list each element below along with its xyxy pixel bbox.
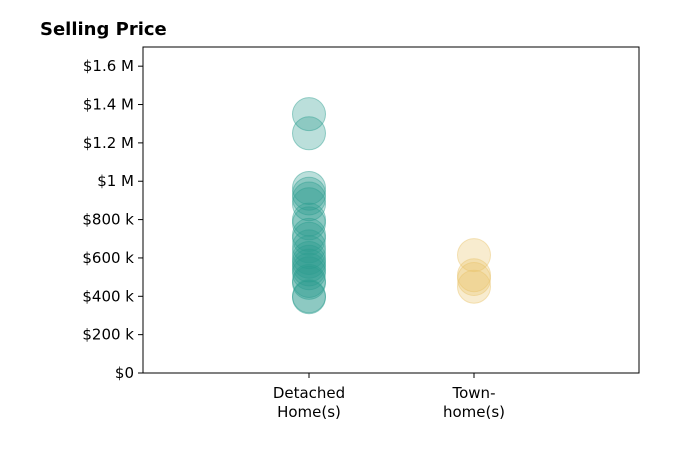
plot-area-frame <box>142 46 640 374</box>
chart-title: Selling Price <box>40 19 167 40</box>
y-tick-label: $1 M <box>97 172 134 190</box>
data-point <box>292 97 326 132</box>
data-point <box>292 221 326 256</box>
data-point <box>292 252 326 287</box>
y-tick-label: $400 k <box>82 287 134 305</box>
data-point <box>457 262 491 297</box>
x-tick-label-line: Town- <box>452 384 496 402</box>
data-point <box>292 187 326 222</box>
data-point <box>292 265 326 300</box>
y-tick-label: $600 k <box>82 249 134 267</box>
data-point <box>292 235 326 270</box>
data-point <box>292 279 326 314</box>
y-tick-label: $1.2 M <box>83 134 134 152</box>
data-point <box>292 176 326 211</box>
x-tick-label: Town-home(s) <box>443 384 505 421</box>
data-point <box>292 256 326 291</box>
x-axis: Detached Home(s) Town-home(s) <box>273 373 505 421</box>
data-point <box>292 263 326 298</box>
data-point <box>292 244 326 279</box>
data-point <box>292 217 326 252</box>
data-point <box>457 269 491 304</box>
data-point <box>292 116 326 151</box>
y-axis: $0 $200 k $400 k $600 k $800 k $1 M $1.2 M $1.4… <box>82 57 143 382</box>
x-tick-label-line: Home(s) <box>277 403 341 421</box>
data-point <box>292 202 326 237</box>
data-point <box>457 238 491 273</box>
y-tick-label: $0 <box>115 364 134 382</box>
data-point <box>292 240 326 275</box>
x-tick-label-line: home(s) <box>443 403 505 421</box>
y-tick-label: $1.4 M <box>83 96 134 114</box>
x-tick-label: Detached Home(s) <box>273 384 345 421</box>
data-point <box>292 181 326 216</box>
data-point <box>292 248 326 283</box>
x-tick-label-line: Detached <box>273 384 345 402</box>
data-point <box>292 280 326 315</box>
data-point <box>292 170 326 205</box>
points-layer <box>292 97 491 315</box>
y-tick-label: $800 k <box>82 211 134 229</box>
data-point <box>292 229 326 264</box>
y-tick-label: $200 k <box>82 326 134 344</box>
data-point <box>292 206 326 241</box>
y-tick-label: $1.6 M <box>83 57 134 75</box>
data-point <box>457 258 491 293</box>
